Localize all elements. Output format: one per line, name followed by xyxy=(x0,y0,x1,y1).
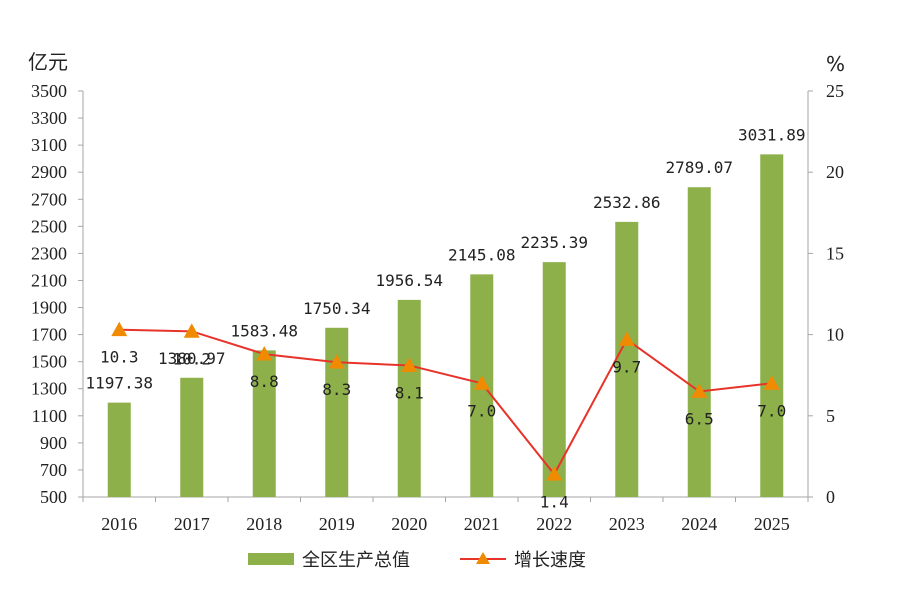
left-tick-label: 1300 xyxy=(31,379,67,399)
left-tick-label: 2900 xyxy=(31,162,67,182)
right-axis-unit: % xyxy=(826,52,846,76)
x-tick-label: 2023 xyxy=(609,514,645,534)
growth-value-label: 1.4 xyxy=(540,492,569,511)
growth-marker xyxy=(401,357,418,372)
growth-value-label: 7.0 xyxy=(757,401,786,420)
bar-value-label: 2145.08 xyxy=(448,245,515,264)
bar xyxy=(760,154,784,497)
x-tick-label: 2021 xyxy=(464,514,500,534)
bar-value-label: 1197.38 xyxy=(86,374,153,393)
growth-value-label: 8.1 xyxy=(395,383,424,402)
bar xyxy=(107,402,131,497)
bar-value-label: 2235.39 xyxy=(521,233,588,252)
right-tick-label: 0 xyxy=(826,487,835,507)
left-axis-unit: 亿元 xyxy=(28,50,68,74)
legend: 全区生产总值 增长速度 xyxy=(248,546,636,572)
bar-value-label: 1380.97 xyxy=(158,349,225,368)
bar xyxy=(252,350,276,497)
left-tick-label: 900 xyxy=(40,433,67,453)
bar xyxy=(180,377,204,497)
right-tick-label: 20 xyxy=(826,162,844,182)
bar xyxy=(687,187,711,497)
legend-bar-swatch xyxy=(248,553,294,565)
growth-marker xyxy=(256,346,273,361)
growth-value-label: 10.2 xyxy=(172,349,211,368)
growth-marker xyxy=(763,375,780,390)
growth-value-label: 6.5 xyxy=(685,409,714,428)
growth-marker xyxy=(111,321,128,337)
legend-line-swatch xyxy=(460,552,506,566)
growth-value-label: 7.0 xyxy=(467,401,496,420)
growth-value-label: 8.3 xyxy=(322,380,351,399)
growth-marker xyxy=(546,466,563,481)
bar-value-label: 1583.48 xyxy=(231,321,298,340)
left-tick-label: 3500 xyxy=(31,81,67,101)
left-tick-label: 3100 xyxy=(31,135,67,155)
x-tick-label: 2017 xyxy=(174,514,210,534)
right-tick-label: 5 xyxy=(826,406,835,426)
left-tick-label: 500 xyxy=(40,487,67,507)
right-tick-label: 15 xyxy=(826,243,844,263)
bar xyxy=(325,327,349,497)
growth-marker xyxy=(473,375,490,390)
left-tick-label: 3300 xyxy=(31,108,67,128)
growth-value-label: 8.8 xyxy=(250,372,279,391)
left-tick-label: 2300 xyxy=(31,243,67,263)
chart-plot: 5007009001100130015001700190021002300250… xyxy=(31,81,844,534)
legend-label-bar: 全区生产总值 xyxy=(302,550,410,571)
growth-marker xyxy=(618,331,635,346)
left-tick-label: 2100 xyxy=(31,270,67,290)
growth-value-label: 9.7 xyxy=(612,357,641,376)
growth-marker xyxy=(183,323,200,338)
right-tick-label: 10 xyxy=(826,325,844,345)
x-tick-label: 2018 xyxy=(246,514,282,534)
left-tick-label: 2700 xyxy=(31,189,67,209)
x-tick-label: 2025 xyxy=(754,514,790,534)
bar xyxy=(615,221,639,497)
growth-value-label: 10.3 xyxy=(100,348,139,367)
bar-value-label: 3031.89 xyxy=(738,125,805,144)
x-tick-label: 2020 xyxy=(391,514,427,534)
left-tick-label: 1700 xyxy=(31,325,67,345)
x-tick-label: 2019 xyxy=(319,514,355,534)
legend-label-line: 增长速度 xyxy=(514,550,586,571)
legend-item-bar: 全区生产总值 xyxy=(248,546,410,572)
left-tick-label: 1100 xyxy=(32,406,67,426)
x-tick-label: 2024 xyxy=(681,514,717,534)
right-tick-label: 25 xyxy=(826,81,844,101)
left-tick-label: 1900 xyxy=(31,298,67,318)
bar-value-label: 1956.54 xyxy=(376,271,443,290)
bar xyxy=(397,299,421,497)
growth-marker xyxy=(691,383,708,398)
x-tick-label: 2016 xyxy=(101,514,137,534)
left-tick-label: 2500 xyxy=(31,216,67,236)
growth-marker xyxy=(328,354,345,369)
bar-value-label: 1750.34 xyxy=(303,299,370,318)
bar xyxy=(542,262,566,497)
bar-value-label: 2789.07 xyxy=(666,158,733,177)
legend-item-line: 增长速度 xyxy=(460,546,586,572)
bar-value-label: 2532.86 xyxy=(593,193,660,212)
left-tick-label: 1500 xyxy=(31,352,67,372)
left-tick-label: 700 xyxy=(40,460,67,480)
x-tick-label: 2022 xyxy=(536,514,572,534)
growth-line xyxy=(119,328,772,477)
